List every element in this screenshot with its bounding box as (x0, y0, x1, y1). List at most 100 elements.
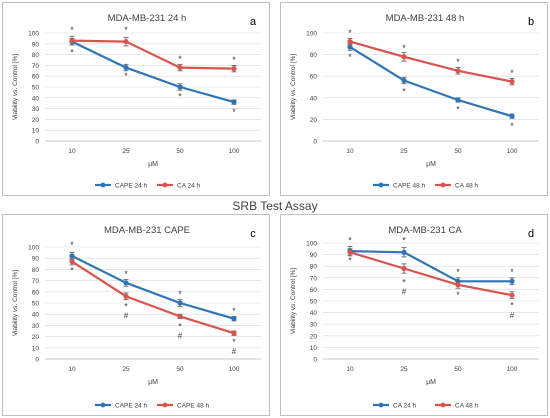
y-tick-label: 0 (313, 139, 317, 146)
legend-label: CAPE 48 h (393, 183, 426, 190)
legend-label: CA 24 h (393, 403, 417, 410)
legend-label: CA 48 h (455, 183, 479, 190)
asterisk-marker: * (124, 269, 128, 279)
asterisk-marker: * (456, 290, 460, 300)
x-tick-label: 100 (507, 148, 518, 155)
legend-label: CAPE 24 h (115, 183, 148, 190)
data-point (347, 249, 353, 255)
y-tick-label: 100 (28, 31, 39, 38)
asterisk-marker: * (232, 337, 236, 347)
y-tick-label: 40 (310, 310, 318, 317)
y-tick-label: 30 (32, 323, 40, 330)
asterisk-marker: * (70, 47, 74, 57)
y-axis-label: Viability vs. Control [%] (290, 268, 297, 335)
series-line (71, 255, 235, 320)
data-point (455, 97, 461, 103)
series-line (349, 251, 513, 297)
chart-title: MDA-MB-231 CAPE (104, 225, 190, 236)
y-tick-label: 60 (310, 287, 318, 294)
data-point (231, 66, 237, 72)
asterisk-marker: * (232, 55, 236, 65)
data-point (69, 253, 75, 259)
y-tick-label: 20 (32, 117, 40, 124)
chart-title: MDA-MB-231 48 h (386, 13, 465, 24)
y-axis-label: Viability vs. Control [%] (12, 54, 19, 121)
asterisk-marker: * (510, 68, 514, 78)
x-tick-label: 10 (346, 366, 354, 373)
asterisk-marker: * (348, 52, 352, 62)
panel-letter: c (250, 228, 256, 240)
y-tick-label: 90 (32, 41, 40, 48)
x-axis-label: µM (148, 379, 158, 386)
y-tick-label: 90 (32, 256, 40, 263)
chart-d-svg: 0 10 20 30 40 50 60 70 80 90 100 10 25 50 100 µM Viabili… (290, 225, 539, 410)
x-tick-label: 10 (346, 148, 354, 155)
asterisk-marker: * (124, 301, 128, 311)
series-line (349, 46, 513, 118)
hash-marker: # (124, 311, 129, 320)
asterisk-marker: * (456, 105, 460, 115)
y-tick-label: 70 (310, 275, 318, 282)
y-tick-label: 20 (310, 333, 318, 340)
chart-title: MDA-MB-231 CA (388, 225, 462, 236)
y-tick-label: 90 (310, 252, 318, 259)
series-line (71, 40, 235, 104)
asterisk-marker: * (510, 267, 514, 277)
y-tick-label: 70 (32, 278, 40, 285)
y-tick-label: 50 (32, 301, 40, 308)
x-axis-label: µM (426, 161, 436, 168)
asterisk-marker: * (456, 57, 460, 67)
hash-marker: # (402, 288, 407, 297)
y-tick-label: 70 (32, 63, 40, 70)
chart-panel-d: 0 10 20 30 40 50 60 70 80 90 100 10 25 50 100 µM Viabili… (280, 214, 548, 416)
x-tick-label: 100 (229, 148, 240, 155)
series-line (71, 39, 235, 70)
data-point (69, 258, 75, 265)
data-point (123, 293, 129, 299)
asterisk-marker: * (510, 301, 514, 311)
y-tick-label: 100 (28, 245, 39, 252)
data-point (177, 300, 183, 306)
y-tick-label: 10 (32, 128, 40, 135)
asterisk-marker: * (178, 92, 182, 102)
asterisk-marker: * (402, 236, 406, 246)
data-point (231, 330, 237, 336)
y-tick-label: 10 (310, 345, 318, 352)
x-tick-label: 25 (400, 366, 408, 373)
y-tick-label: 20 (32, 334, 40, 341)
data-point (177, 84, 183, 90)
x-axis-label: µM (148, 161, 158, 168)
data-point (123, 280, 129, 286)
section-label: SRB Test Assay (232, 199, 318, 213)
y-tick-label: 40 (310, 95, 318, 102)
panel-letter: a (250, 16, 257, 28)
x-tick-label: 25 (122, 148, 130, 155)
y-tick-label: 50 (310, 299, 318, 306)
y-tick-label: 30 (32, 106, 40, 113)
legend-swatch-dot (100, 402, 106, 408)
legend-swatch-dot (440, 402, 446, 408)
data-point (401, 77, 407, 84)
y-tick-label: 80 (310, 264, 318, 271)
x-tick-label: 50 (454, 148, 462, 155)
y-tick-label: 10 (32, 345, 40, 352)
y-tick-label: 0 (313, 357, 317, 364)
data-point (123, 64, 129, 71)
asterisk-marker: * (178, 54, 182, 64)
data-point (509, 113, 515, 119)
asterisk-marker: * (124, 25, 128, 35)
x-tick-label: 50 (176, 366, 184, 373)
hash-marker: # (232, 347, 237, 356)
legend-swatch-dot (162, 402, 168, 408)
y-tick-label: 0 (35, 139, 39, 146)
chart-b-svg: 0 20 40 60 80 100 10 25 50 100 µM Viability vs. Con… (290, 13, 539, 190)
x-axis-label: µM (426, 379, 436, 386)
data-point (69, 37, 75, 44)
y-tick-label: 60 (310, 74, 318, 81)
chart-panel-a: 0 10 20 30 40 50 60 70 80 90 100 10 25 50 100 µM Viabili… (2, 2, 270, 196)
asterisk-marker: * (232, 306, 236, 316)
y-tick-label: 40 (32, 312, 40, 319)
data-point (455, 68, 461, 74)
y-tick-label: 30 (310, 322, 318, 329)
panel-letter: b (528, 16, 534, 28)
